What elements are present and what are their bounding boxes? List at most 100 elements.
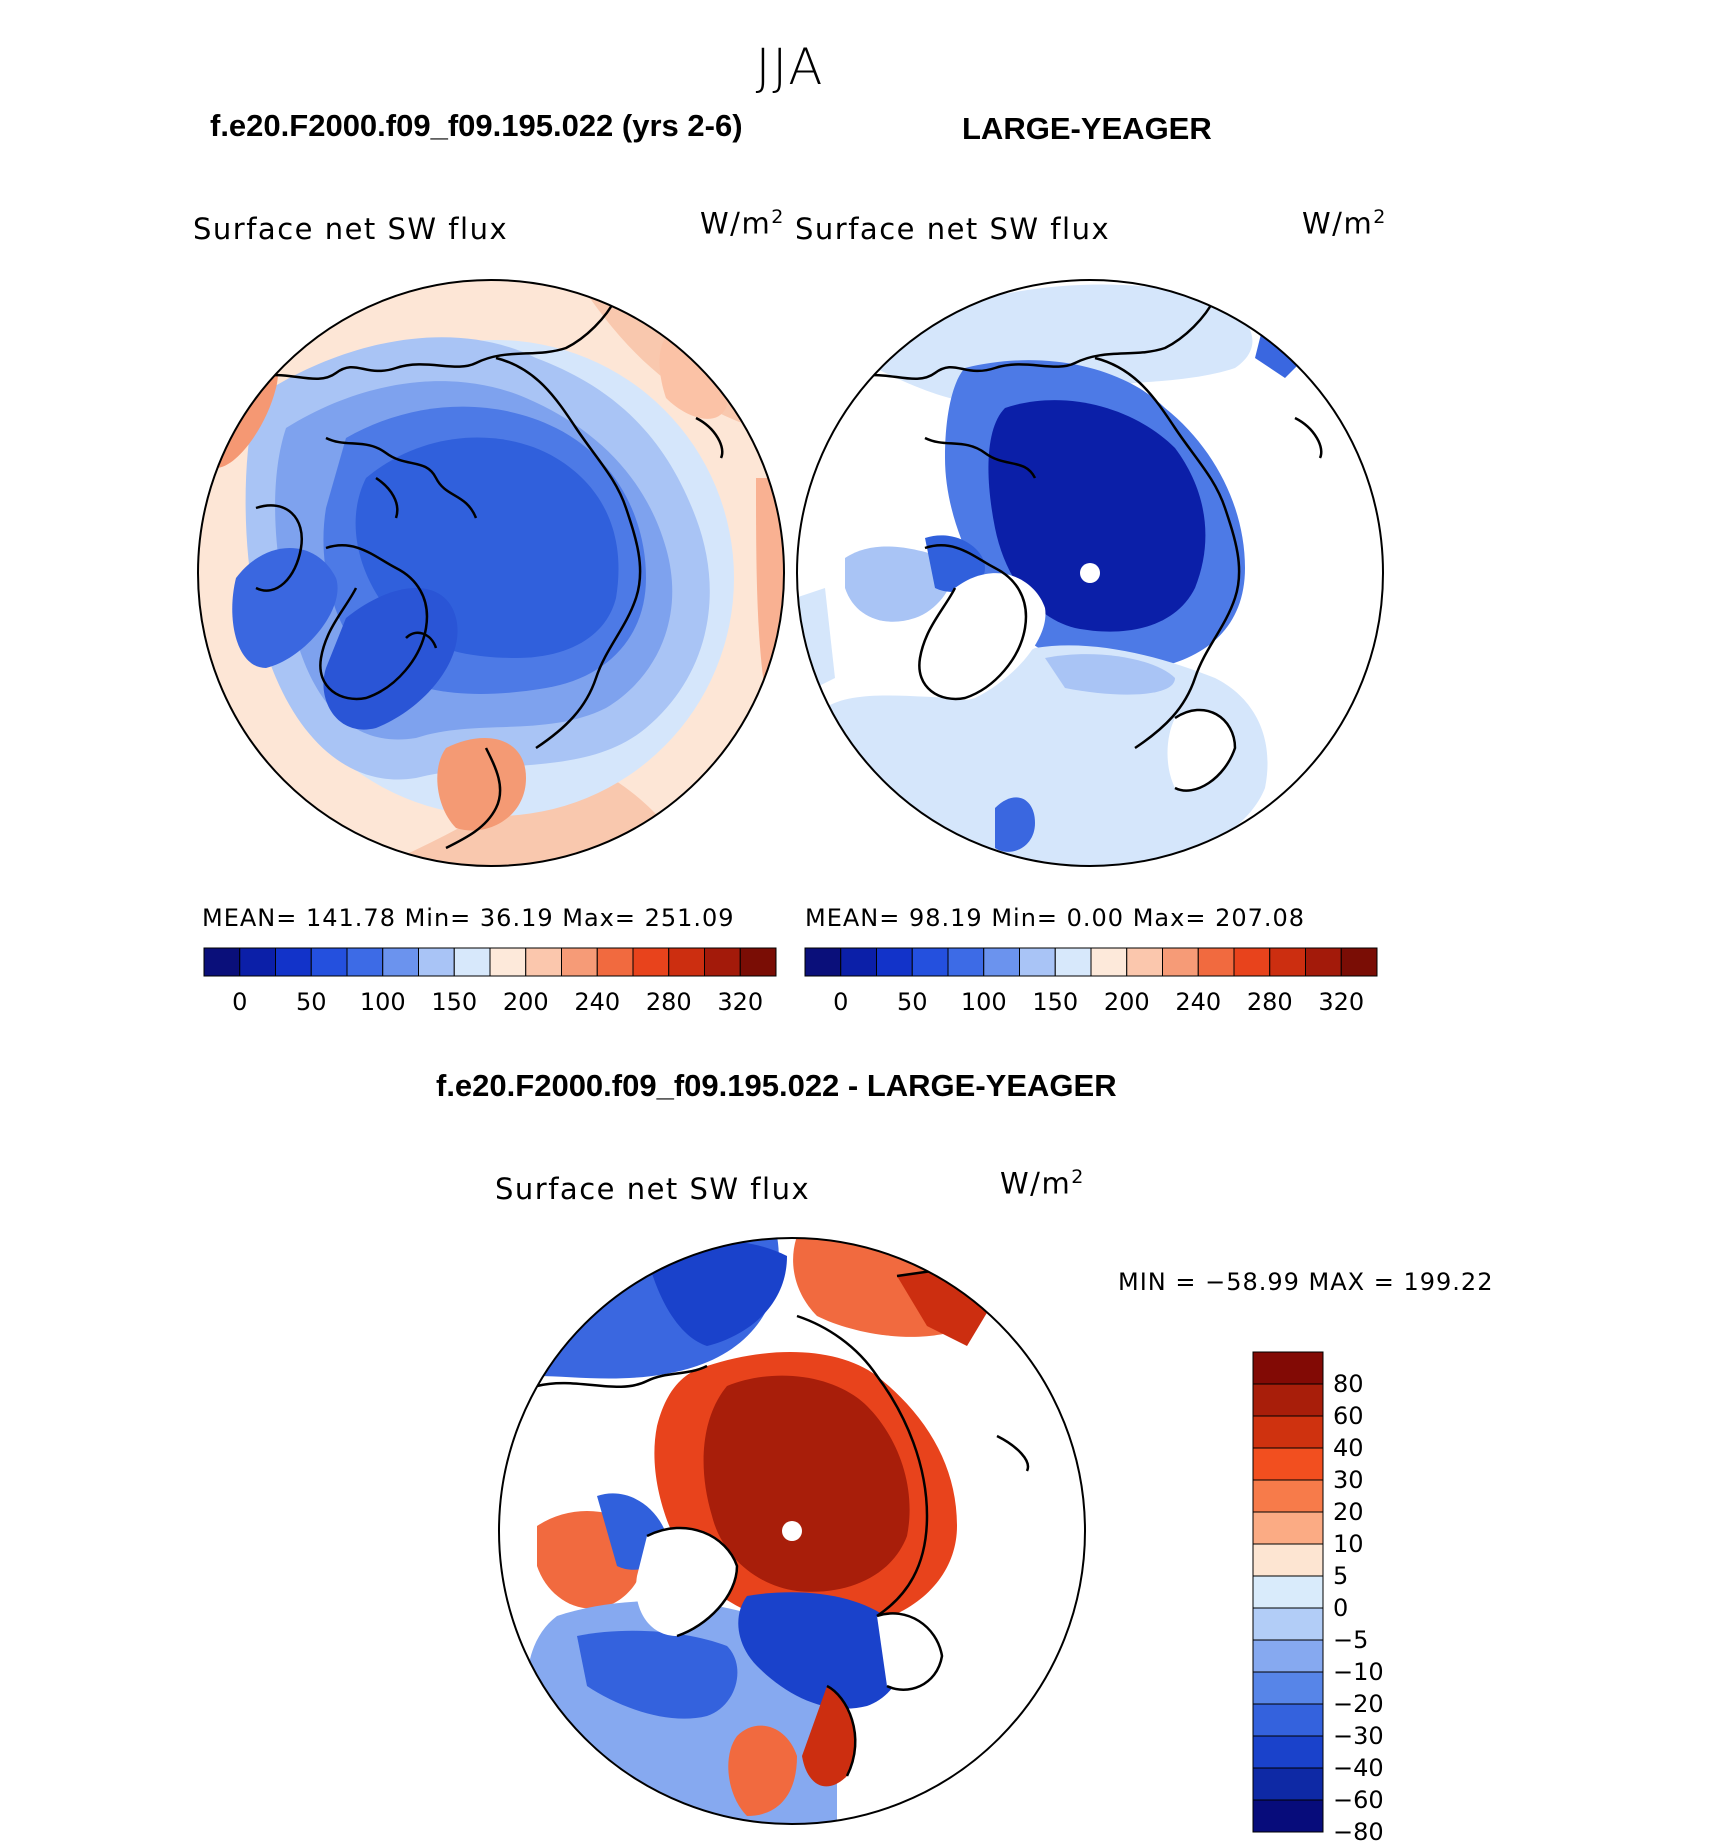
colorbar-swatch — [1269, 947, 1306, 977]
colorbar-swatch — [668, 947, 705, 977]
colorbar-swatch — [632, 947, 670, 977]
colorbar-swatch — [1252, 1415, 1324, 1449]
colorbar-tick-label: −40 — [1333, 1754, 1384, 1782]
colorbar-tick-label: 280 — [645, 988, 692, 1016]
colorbar-swatch — [239, 947, 276, 977]
colorbar-swatch — [704, 947, 741, 977]
colorbar-swatch — [1252, 1799, 1324, 1833]
colorbar-swatch — [489, 947, 527, 977]
colorbar-tick-label: 100 — [960, 988, 1007, 1016]
colorbar-swatch — [382, 947, 419, 977]
right-polar-map — [796, 279, 1384, 867]
colorbar-swatch — [1197, 947, 1235, 977]
colorbar-swatch — [911, 947, 949, 977]
colorbar-tick-label: 320 — [717, 988, 764, 1016]
colorbar-tick-label: −60 — [1333, 1786, 1384, 1814]
right-case-title: LARGE-YEAGER — [962, 111, 1212, 146]
colorbar-swatch — [739, 947, 777, 977]
colorbar-swatch — [453, 947, 491, 977]
right-units-label: W/m2 — [1302, 206, 1387, 241]
left-variable-label: Surface net SW flux — [193, 212, 509, 246]
colorbar-tick-label: 0 — [1333, 1594, 1349, 1622]
colorbar-swatch — [1126, 947, 1163, 977]
colorbar-swatch — [1252, 1479, 1324, 1513]
colorbar-swatch — [1305, 947, 1342, 977]
colorbar-tick-label: 60 — [1333, 1402, 1364, 1430]
right-variable-label: Surface net SW flux — [795, 212, 1111, 246]
colorbar-swatch — [804, 947, 842, 977]
diff-stats: MIN = −58.99 MAX = 199.22 — [1118, 1268, 1494, 1296]
colorbar-tick-label: 320 — [1318, 988, 1365, 1016]
diff-colorbar — [1252, 1351, 1324, 1833]
colorbar-tick-label: 40 — [1333, 1434, 1364, 1462]
colorbar-swatch — [1340, 947, 1378, 977]
colorbar-swatch — [1233, 947, 1271, 977]
colorbar-swatch — [1252, 1511, 1324, 1545]
colorbar-tick-label: 100 — [359, 988, 406, 1016]
colorbar-swatch — [1252, 1607, 1324, 1641]
colorbar-swatch — [983, 947, 1020, 977]
colorbar-swatch — [876, 947, 913, 977]
colorbar-tick-label: 5 — [1333, 1562, 1349, 1590]
colorbar-tick-label: 80 — [1333, 1370, 1364, 1398]
left-stats: MEAN= 141.78 Min= 36.19 Max= 251.09 — [202, 904, 735, 932]
colorbar-swatch — [596, 947, 634, 977]
colorbar-swatch — [418, 947, 455, 977]
left-colorbar-ticks: 0 50 100 150 200 240 280 320 — [204, 988, 776, 1018]
colorbar-swatch — [1162, 947, 1199, 977]
colorbar-tick-label: 150 — [1032, 988, 1079, 1016]
colorbar-swatch — [1252, 1671, 1324, 1705]
colorbar-swatch — [275, 947, 312, 977]
right-stats: MEAN= 98.19 Min= 0.00 Max= 207.08 — [805, 904, 1306, 932]
colorbar-tick-label: 200 — [1103, 988, 1150, 1016]
diff-units-label: W/m2 — [1000, 1166, 1085, 1201]
colorbar-tick-label: 30 — [1333, 1466, 1364, 1494]
colorbar-tick-label: 280 — [1246, 988, 1293, 1016]
colorbar-tick-label: 20 — [1333, 1498, 1364, 1526]
colorbar-tick-label: 0 — [833, 988, 849, 1016]
colorbar-tick-label: −10 — [1333, 1658, 1384, 1686]
diff-case-title: f.e20.F2000.f09_f09.195.022 - LARGE-YEAG… — [436, 1068, 1117, 1103]
colorbar-tick-label: 10 — [1333, 1530, 1364, 1558]
colorbar-swatch — [310, 947, 348, 977]
left-case-title: f.e20.F2000.f09_f09.195.022 (yrs 2-6) — [210, 108, 743, 143]
colorbar-tick-label: −5 — [1333, 1626, 1369, 1654]
colorbar-tick-label: 50 — [295, 988, 327, 1016]
colorbar-swatch — [947, 947, 985, 977]
colorbar-tick-label: 0 — [232, 988, 248, 1016]
colorbar-swatch — [561, 947, 598, 977]
colorbar-tick-label: 240 — [1175, 988, 1222, 1016]
colorbar-tick-label: −80 — [1333, 1818, 1384, 1846]
colorbar-swatch — [840, 947, 877, 977]
right-colorbar-ticks: 0 50 100 150 200 240 280 320 — [805, 988, 1377, 1018]
colorbar-tick-label: 240 — [574, 988, 621, 1016]
left-units-label: W/m2 — [700, 206, 785, 241]
colorbar-swatch — [1252, 1543, 1324, 1577]
colorbar-tick-label: −20 — [1333, 1690, 1384, 1718]
colorbar-swatch — [1252, 1383, 1324, 1417]
colorbar-swatch — [1252, 1351, 1324, 1385]
colorbar-swatch — [1252, 1447, 1324, 1481]
colorbar-tick-label: 50 — [896, 988, 928, 1016]
colorbar-swatch — [1252, 1767, 1324, 1801]
colorbar-tick-label: 200 — [502, 988, 549, 1016]
colorbar-swatch — [1252, 1575, 1324, 1609]
season-title: JJA — [755, 38, 825, 96]
colorbar-tick-label: 150 — [431, 988, 478, 1016]
colorbar-swatch — [1252, 1639, 1324, 1673]
diff-pole-hole-marker — [782, 1521, 802, 1541]
colorbar-tick-label: −30 — [1333, 1722, 1384, 1750]
colorbar-swatch — [1019, 947, 1056, 977]
colorbar-swatch — [346, 947, 384, 977]
colorbar-swatch — [1090, 947, 1128, 977]
colorbar-swatch — [525, 947, 562, 977]
left-colorbar — [203, 947, 777, 977]
right-colorbar — [804, 947, 1378, 977]
difference-polar-map — [498, 1237, 1086, 1825]
colorbar-swatch — [1252, 1735, 1324, 1769]
diff-colorbar-ticks: 80 60 40 30 20 10 5 0 −5 −10 −20 −30 −40 −60 −80 — [1333, 1352, 1413, 1846]
left-polar-map — [197, 279, 785, 867]
diff-variable-label: Surface net SW flux — [495, 1172, 811, 1206]
colorbar-swatch — [1252, 1703, 1324, 1737]
colorbar-swatch — [1054, 947, 1092, 977]
